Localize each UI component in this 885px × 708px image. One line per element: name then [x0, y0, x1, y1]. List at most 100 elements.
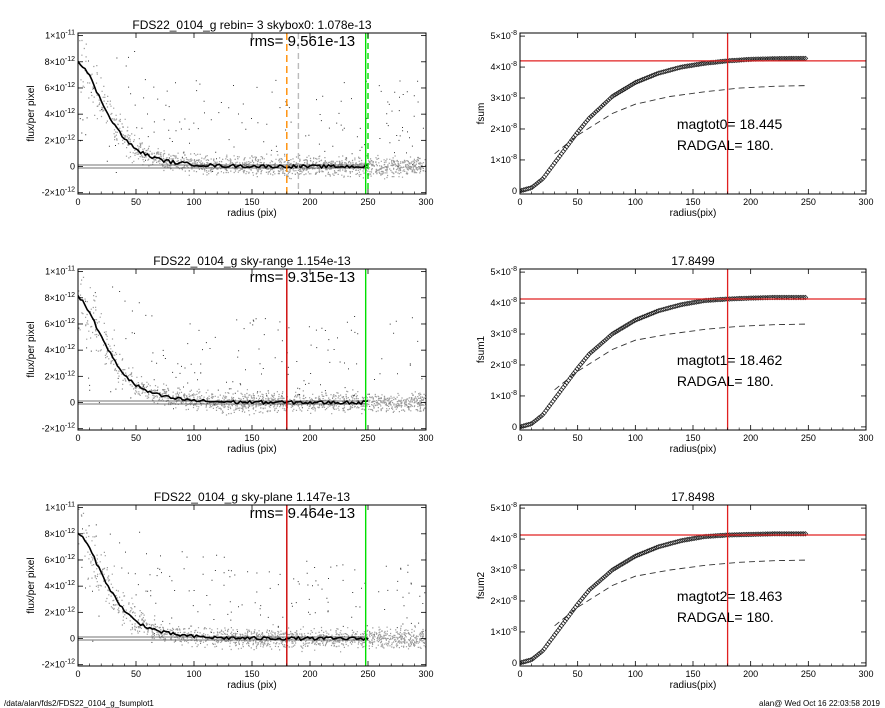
y-tick-mantissa: 0 [512, 186, 517, 196]
y-tick-exponent: -12 [65, 659, 75, 666]
y-tick-mantissa: 2×10 [45, 135, 65, 145]
dashed-growth-curve [554, 559, 807, 627]
x-axis-label: radius (pix) [227, 208, 276, 219]
y-tick-mantissa: 4×10 [45, 345, 65, 355]
x-tick-label: 200 [743, 669, 758, 679]
y-tick-mantissa: 1×10 [45, 31, 65, 41]
panel-2: rms= 9.315e-13 0 50 100 150 200 250 300 1×10-11 8… [26, 254, 434, 455]
x-tick-label: 300 [858, 669, 873, 679]
x-axis-label: radius(pix) [670, 208, 717, 219]
x-axis-label: radius(pix) [670, 444, 717, 455]
x-tick-label: 250 [360, 669, 375, 679]
y-tick-label: 8×10-12 [45, 528, 76, 539]
y-tick-label: 2×10-8 [490, 123, 517, 134]
y-tick-label: 2×10-12 [45, 606, 76, 617]
y-tick-label: 5×10-8 [490, 502, 517, 513]
y-tick-label: -2×10-12 [42, 659, 76, 670]
y-tick-label: 1×10-11 [45, 266, 75, 277]
x-tick-label: 300 [858, 197, 873, 207]
y-tick-label: 1×10-11 [45, 30, 75, 41]
x-tick-label: 150 [244, 669, 259, 679]
y-axis-label: flux/per pixel [26, 85, 37, 141]
y-tick-exponent: -11 [65, 502, 75, 509]
y-tick-mantissa: 8×10 [45, 293, 65, 303]
y-tick-mantissa: -2×10 [42, 424, 65, 434]
y-tick-mantissa: -2×10 [42, 660, 65, 670]
y-axis-label: flux/per pixel [26, 321, 37, 377]
x-tick-label: 0 [517, 669, 522, 679]
y-tick-label: 6×10-12 [45, 554, 76, 565]
y-tick-mantissa: 5×10 [490, 503, 510, 513]
dashed-growth-curve [554, 85, 807, 155]
y-tick-mantissa: 5×10 [490, 31, 510, 41]
y-tick-mantissa: 4×10 [45, 581, 65, 591]
y-tick-label: -2×10-12 [42, 423, 76, 434]
annotation-1: RADGAL= 180. [677, 609, 774, 625]
plot-title: 17.8498 [671, 490, 715, 504]
y-tick-label: 1×10-8 [490, 154, 517, 165]
x-tick-label: 50 [573, 433, 583, 443]
y-tick-mantissa: 3×10 [490, 329, 510, 339]
y-tick-label: 4×10-12 [45, 344, 76, 355]
y-tick-exponent: -12 [65, 134, 75, 141]
x-tick-label: 150 [244, 433, 259, 443]
scatter-gray-points [79, 39, 426, 180]
y-tick-mantissa: 1×10 [490, 391, 510, 401]
y-tick-mantissa: 1×10 [45, 267, 65, 277]
y-tick-exponent: -12 [65, 108, 75, 115]
annotation-0: magtot2= 18.463 [677, 588, 783, 604]
y-tick-label: 4×10-12 [45, 580, 76, 591]
footer-timestamp: alan@ Wed Oct 16 22:03:58 2019 [759, 699, 880, 708]
y-tick-exponent: -8 [511, 266, 517, 273]
y-tick-mantissa: 5×10 [490, 267, 510, 277]
plot-area [78, 33, 426, 194]
plot-frame [77, 32, 427, 195]
x-tick-label: 100 [628, 197, 643, 207]
x-tick-label: 200 [302, 433, 317, 443]
x-tick-label: 200 [743, 433, 758, 443]
scatter-outlier-points [79, 51, 424, 173]
plot-area [520, 269, 866, 430]
y-tick-exponent: -12 [65, 580, 75, 587]
y-tick-mantissa: 2×10 [45, 371, 65, 381]
y-tick-mantissa: 6×10 [45, 319, 65, 329]
y-tick-label: 0 [512, 422, 517, 432]
y-tick-exponent: -8 [511, 502, 517, 509]
y-tick-exponent: -8 [511, 564, 517, 571]
rms-label: rms= 9.464e-13 [250, 505, 355, 522]
y-tick-label: 0 [70, 634, 75, 644]
y-tick-label: 5×10-8 [490, 30, 517, 41]
rms-label: rms= 9.561e-13 [250, 33, 355, 50]
y-tick-mantissa: 4×10 [490, 62, 510, 72]
x-tick-label: 100 [628, 669, 643, 679]
scatter-outlier-points [78, 286, 426, 410]
x-tick-label: 150 [685, 669, 700, 679]
y-tick-mantissa: 6×10 [45, 555, 65, 565]
y-tick-exponent: -11 [65, 266, 75, 273]
y-axis-label: fsum [476, 103, 487, 125]
y-axis-label: flux/per pixel [26, 557, 37, 613]
y-axis-label: fsum1 [476, 335, 487, 363]
footer-path: /data/alan/fds2/FDS22_0104_g_fsumplot1 [4, 699, 154, 708]
x-tick-label: 300 [418, 433, 433, 443]
x-tick-label: 100 [186, 669, 201, 679]
y-tick-exponent: -8 [511, 30, 517, 37]
scatter-gray-points [78, 508, 426, 653]
panel-0: rms= 9.561e-13 0 50 100 150 200 250 300 1×10-11 8… [26, 18, 434, 219]
y-tick-exponent: -12 [65, 423, 75, 430]
rms-label: rms= 9.315e-13 [250, 269, 355, 286]
y-tick-exponent: -12 [65, 554, 75, 561]
y-tick-label: 4×10-8 [490, 533, 517, 544]
x-axis-label: radius (pix) [227, 680, 276, 691]
y-tick-mantissa: 8×10 [45, 529, 65, 539]
y-tick-mantissa: 0 [70, 634, 75, 644]
y-tick-label: 2×10-8 [490, 359, 517, 370]
x-tick-label: 50 [131, 669, 141, 679]
x-tick-label: 300 [418, 669, 433, 679]
y-tick-label: 1×10-11 [45, 502, 75, 513]
y-tick-exponent: -12 [65, 344, 75, 351]
x-tick-label: 100 [186, 197, 201, 207]
y-tick-exponent: -12 [65, 292, 75, 299]
y-tick-exponent: -8 [511, 595, 517, 602]
x-tick-label: 200 [302, 669, 317, 679]
